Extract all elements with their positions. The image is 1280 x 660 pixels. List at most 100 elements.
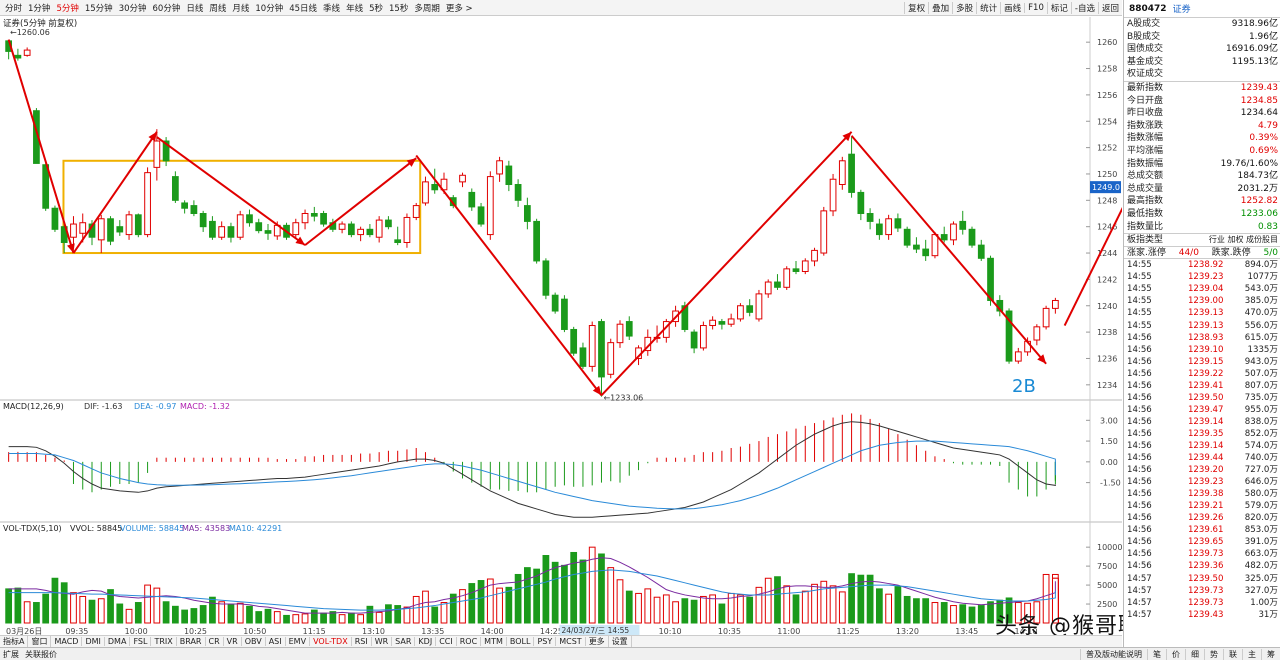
indicator-tab[interactable]: BOLL bbox=[507, 637, 535, 646]
tool-button[interactable]: 叠加 bbox=[928, 1, 952, 14]
index-type-links[interactable]: 行业 加权 成份股目 bbox=[1208, 235, 1278, 245]
volume-bar bbox=[218, 601, 226, 624]
indicator-tab[interactable]: 指标A bbox=[0, 636, 29, 647]
volume-bar bbox=[598, 553, 605, 624]
y-tick-label: 1260 bbox=[1097, 38, 1117, 47]
y-tick-label: 1242 bbox=[1097, 275, 1117, 284]
tool-button[interactable]: 画线 bbox=[1000, 1, 1024, 14]
period-tab[interactable]: 日线 bbox=[186, 3, 204, 14]
candle-body bbox=[23, 49, 31, 56]
tick-time: 14:56 bbox=[1127, 465, 1152, 476]
indicator-tab[interactable]: 窗口 bbox=[28, 636, 52, 647]
tick-time: 14:56 bbox=[1127, 368, 1152, 379]
period-tab[interactable]: 季线 bbox=[323, 3, 341, 14]
tool-button[interactable]: 返回 bbox=[1097, 1, 1122, 14]
indicator-tab[interactable]: CCI bbox=[436, 637, 457, 646]
bottom-tab[interactable]: 价 bbox=[1166, 648, 1185, 660]
indicator-tab[interactable]: TRIX bbox=[151, 637, 177, 646]
indicator-tab[interactable]: PSY bbox=[534, 637, 557, 646]
bottom-tab[interactable]: 普及版动能说明 bbox=[1080, 648, 1147, 660]
period-tab[interactable]: 多周期 bbox=[414, 3, 440, 14]
volume-bar bbox=[746, 596, 754, 624]
stat-value: 0.39% bbox=[1249, 133, 1278, 144]
tick-price: 1239.22 bbox=[1187, 368, 1224, 379]
indicator-tab[interactable]: VOL-TDX bbox=[310, 637, 352, 646]
indicator-tab[interactable]: BRAR bbox=[177, 637, 206, 646]
bottom-tab[interactable]: 笔 bbox=[1147, 648, 1166, 660]
period-tab[interactable]: 更多 > bbox=[445, 3, 473, 14]
indicator-tab[interactable]: SAR bbox=[392, 637, 416, 646]
tool-button[interactable]: F10 bbox=[1024, 2, 1047, 13]
tick-time: 14:56 bbox=[1127, 537, 1152, 548]
volume-bar bbox=[292, 614, 300, 624]
candle-body bbox=[264, 230, 272, 234]
indicator-tab[interactable]: VR bbox=[224, 637, 242, 646]
bottom-tab[interactable]: 联 bbox=[1223, 648, 1242, 660]
bottom-tab[interactable]: 主 bbox=[1242, 648, 1261, 660]
tool-button[interactable]: -自选 bbox=[1070, 1, 1098, 14]
tool-button[interactable]: 统计 bbox=[976, 1, 1000, 14]
tick-volume: 327.0万 bbox=[1244, 585, 1278, 596]
related-quotes-button[interactable]: 关联报价 bbox=[25, 649, 57, 659]
tool-button[interactable]: 标记 bbox=[1046, 1, 1071, 14]
stat-row: 权证成交 bbox=[1124, 68, 1280, 81]
tick-row: 14:55 1239.04 543.0万 bbox=[1124, 283, 1280, 295]
period-tab[interactable]: 10分钟 bbox=[255, 3, 284, 14]
period-tab[interactable]: 60分钟 bbox=[152, 3, 181, 14]
period-tab[interactable]: 45日线 bbox=[289, 3, 318, 14]
stat-row: 最新指数 1239.43 bbox=[1124, 82, 1280, 95]
period-tab[interactable]: 周线 bbox=[209, 3, 227, 14]
candle-body bbox=[931, 234, 939, 257]
period-tab[interactable]: 5分钟 bbox=[56, 3, 79, 14]
indicator-tab[interactable]: EMV bbox=[286, 637, 311, 646]
candle-body bbox=[496, 160, 503, 175]
candle-body bbox=[477, 206, 485, 225]
indicator-tab[interactable]: ASI bbox=[266, 637, 286, 646]
period-tab[interactable]: 15分钟 bbox=[84, 3, 113, 14]
bottom-tab[interactable]: 细 bbox=[1185, 648, 1204, 660]
candle-body bbox=[199, 213, 207, 228]
indicator-tab[interactable]: RSI bbox=[352, 637, 372, 646]
indicator-tab[interactable]: MCST bbox=[556, 637, 586, 646]
period-tab[interactable]: 5秒 bbox=[369, 3, 383, 14]
indicator-tab[interactable]: 设置 bbox=[609, 636, 632, 647]
indicator-tab[interactable]: 更多 bbox=[586, 636, 609, 647]
indicator-tab[interactable]: MACD bbox=[51, 637, 83, 646]
tick-price: 1239.13 bbox=[1187, 320, 1224, 331]
indicator-tab[interactable]: DMI bbox=[82, 637, 105, 646]
period-tab[interactable]: 30分钟 bbox=[118, 3, 147, 14]
period-tab[interactable]: 年线 bbox=[346, 3, 364, 14]
vol-ma10: MA10: 42291 bbox=[229, 524, 282, 533]
volume-bar bbox=[588, 546, 596, 624]
index-name[interactable]: 证券 bbox=[1172, 5, 1191, 15]
indicator-tab[interactable]: MTM bbox=[481, 637, 507, 646]
period-tab[interactable]: 月线 bbox=[232, 3, 250, 14]
trend-line bbox=[156, 136, 306, 246]
expand-button[interactable]: 扩展 bbox=[3, 649, 19, 659]
tick-volume: 574.0万 bbox=[1244, 440, 1278, 451]
stat-label: 最高指数 bbox=[1127, 196, 1164, 207]
chart-area[interactable]: 1234 1236 1238 1240 1242 1244 1246 1248 1250 1252… bbox=[0, 17, 1122, 635]
period-tab[interactable]: 15秒 bbox=[389, 3, 409, 14]
dea-line bbox=[8, 440, 1056, 510]
indicator-tab[interactable]: ROC bbox=[457, 637, 482, 646]
tool-button[interactable]: 复权 bbox=[904, 1, 928, 14]
volume-bar bbox=[829, 585, 837, 624]
bottom-tab[interactable]: 势 bbox=[1204, 648, 1223, 660]
indicator-tab[interactable]: FSL bbox=[130, 637, 152, 646]
period-tab[interactable]: 1分钟 bbox=[28, 3, 51, 14]
y-tick-label: 1252 bbox=[1097, 144, 1117, 153]
index-type-label: 板指类型 bbox=[1127, 235, 1164, 246]
volume-bar bbox=[375, 611, 383, 624]
volume-bar bbox=[97, 598, 105, 624]
indicator-tab[interactable]: CR bbox=[206, 637, 224, 646]
period-tab[interactable]: 分时 bbox=[5, 3, 23, 14]
indicator-tab[interactable]: DMA bbox=[105, 637, 131, 646]
indicator-tab[interactable]: KDJ bbox=[415, 637, 437, 646]
indicator-tab[interactable]: WR bbox=[372, 637, 393, 646]
indicator-tab[interactable]: OBV bbox=[242, 637, 266, 646]
volume-bar bbox=[496, 587, 503, 624]
stat-value: 1252.82 bbox=[1240, 196, 1278, 207]
bottom-tab[interactable]: 筹 bbox=[1261, 648, 1280, 660]
tool-button[interactable]: 多股 bbox=[952, 1, 976, 14]
